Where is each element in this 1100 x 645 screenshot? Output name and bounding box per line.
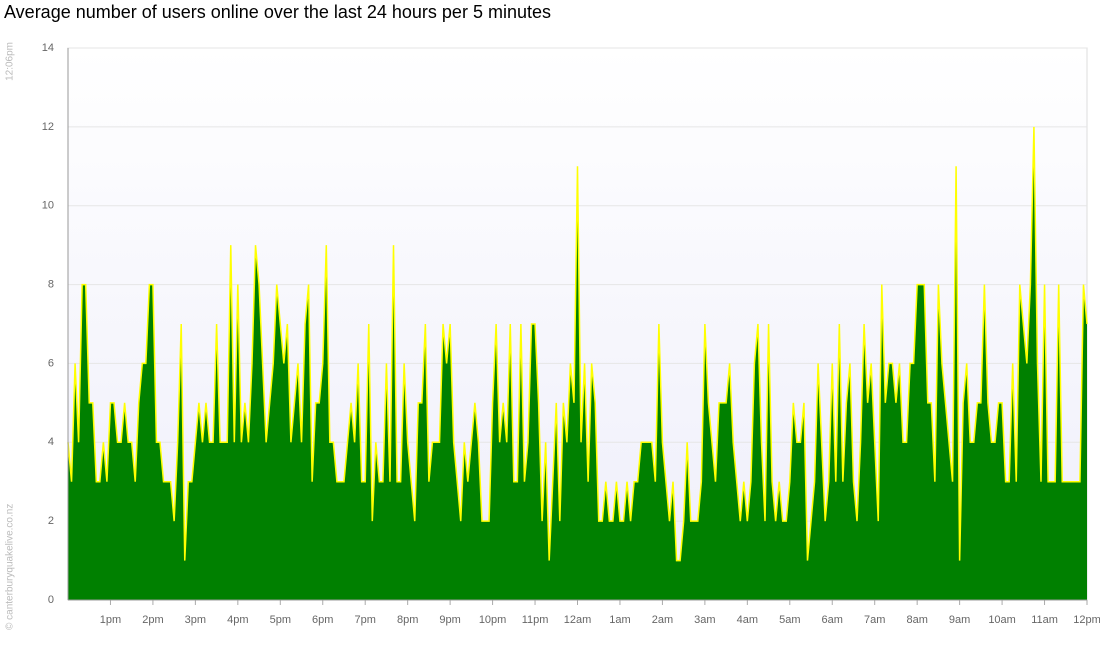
- x-tick-label: 8am: [906, 614, 927, 626]
- x-tick-label: 2am: [652, 614, 673, 626]
- y-tick-label: 6: [48, 357, 54, 369]
- x-tick-label: 7am: [864, 614, 885, 626]
- x-tick-label: 5am: [779, 614, 800, 626]
- x-tick-label: 3am: [694, 614, 715, 626]
- x-tick-label: 10am: [988, 614, 1016, 626]
- y-tick-label: 8: [48, 278, 54, 290]
- x-tick-label: 1pm: [100, 614, 121, 626]
- x-tick-label: 11pm: [522, 614, 549, 626]
- x-tick-label: 11am: [1031, 614, 1058, 626]
- x-tick-label: 4am: [737, 614, 758, 626]
- x-tick-label: 6am: [822, 614, 843, 626]
- x-tick-label: 6pm: [312, 614, 333, 626]
- x-tick-label: 7pm: [355, 614, 376, 626]
- credit: © canterburyquakelive.co.nz: [5, 504, 16, 630]
- y-tick-label: 4: [48, 436, 54, 448]
- x-tick-label: 2pm: [142, 614, 163, 626]
- x-tick-label: 1am: [609, 614, 630, 626]
- timestamp: 12:06pm: [5, 42, 16, 81]
- x-tick-label: 9pm: [439, 614, 460, 626]
- x-tick-label: 10pm: [479, 614, 507, 626]
- x-tick-label: 3pm: [185, 614, 206, 626]
- y-tick-label: 14: [42, 42, 54, 54]
- chart-title: Average number of users online over the …: [4, 2, 551, 22]
- x-tick-label: 12pm: [1073, 614, 1100, 626]
- area: [68, 126, 1087, 601]
- y-tick-label: 2: [48, 515, 54, 527]
- y-tick-label: 10: [42, 200, 54, 212]
- x-tick-label: 12am: [564, 614, 592, 626]
- y-tick-label: 0: [48, 594, 54, 606]
- line: [67, 126, 1088, 562]
- x-tick-label: 8pm: [397, 614, 418, 626]
- x-tick-label: 5pm: [270, 614, 291, 626]
- x-tick-label: 4pm: [227, 614, 248, 626]
- x-tick-label: 9am: [949, 614, 970, 626]
- y-tick-label: 12: [42, 121, 54, 133]
